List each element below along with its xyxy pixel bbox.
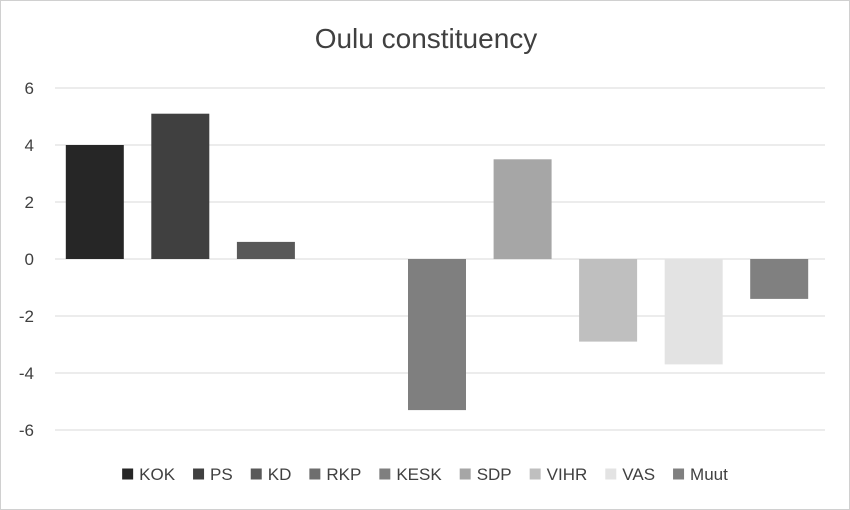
legend-swatch [459,468,471,480]
legend-label: KESK [396,465,442,484]
y-axis-ticks: 6 4 2 0 -2 -4 -6 [19,79,34,440]
bar-ps [151,113,210,259]
legend-item-muut: Muut [673,465,728,484]
bar-vas [664,259,723,365]
legend-label: SDP [477,465,512,484]
legend-swatch [379,468,391,480]
legend-label: KOK [139,465,176,484]
y-tick-label: -6 [19,421,34,440]
y-tick-label: 2 [25,193,34,212]
legend-swatch [309,468,321,480]
chart-title: Oulu constituency [315,23,538,54]
legend: KOK PS KD RKP KESK SDP VIHR VAS Muut [122,465,728,484]
legend-swatch [122,468,134,480]
legend-swatch [193,468,205,480]
legend-item-vas: VAS [605,465,655,484]
bar-kd [236,241,295,259]
legend-item-kesk: KESK [379,465,442,484]
y-tick-label: 4 [25,136,34,155]
bars [65,113,809,411]
legend-swatch [529,468,541,480]
legend-swatch [250,468,262,480]
y-tick-label: 6 [25,79,34,98]
legend-label: KD [268,465,292,484]
bar-sdp [493,159,552,260]
legend-swatch [605,468,617,480]
legend-swatch [673,468,685,480]
bar-kok [65,145,124,259]
legend-item-ps: PS [193,465,233,484]
bar-vihr [579,259,638,342]
legend-item-sdp: SDP [459,465,512,484]
legend-item-rkp: RKP [309,465,361,484]
bar-muut [750,259,809,299]
y-tick-label: -2 [19,307,34,326]
legend-item-kd: KD [250,465,292,484]
bar-kesk [408,259,466,411]
legend-label: PS [210,465,233,484]
legend-label: VAS [622,465,655,484]
y-tick-label: -4 [19,364,34,383]
y-tick-label: 0 [25,250,34,269]
legend-label: Muut [690,465,728,484]
legend-item-kok: KOK [122,465,176,484]
legend-item-vihr: VIHR [529,465,588,484]
legend-label: RKP [326,465,361,484]
legend-label: VIHR [547,465,588,484]
